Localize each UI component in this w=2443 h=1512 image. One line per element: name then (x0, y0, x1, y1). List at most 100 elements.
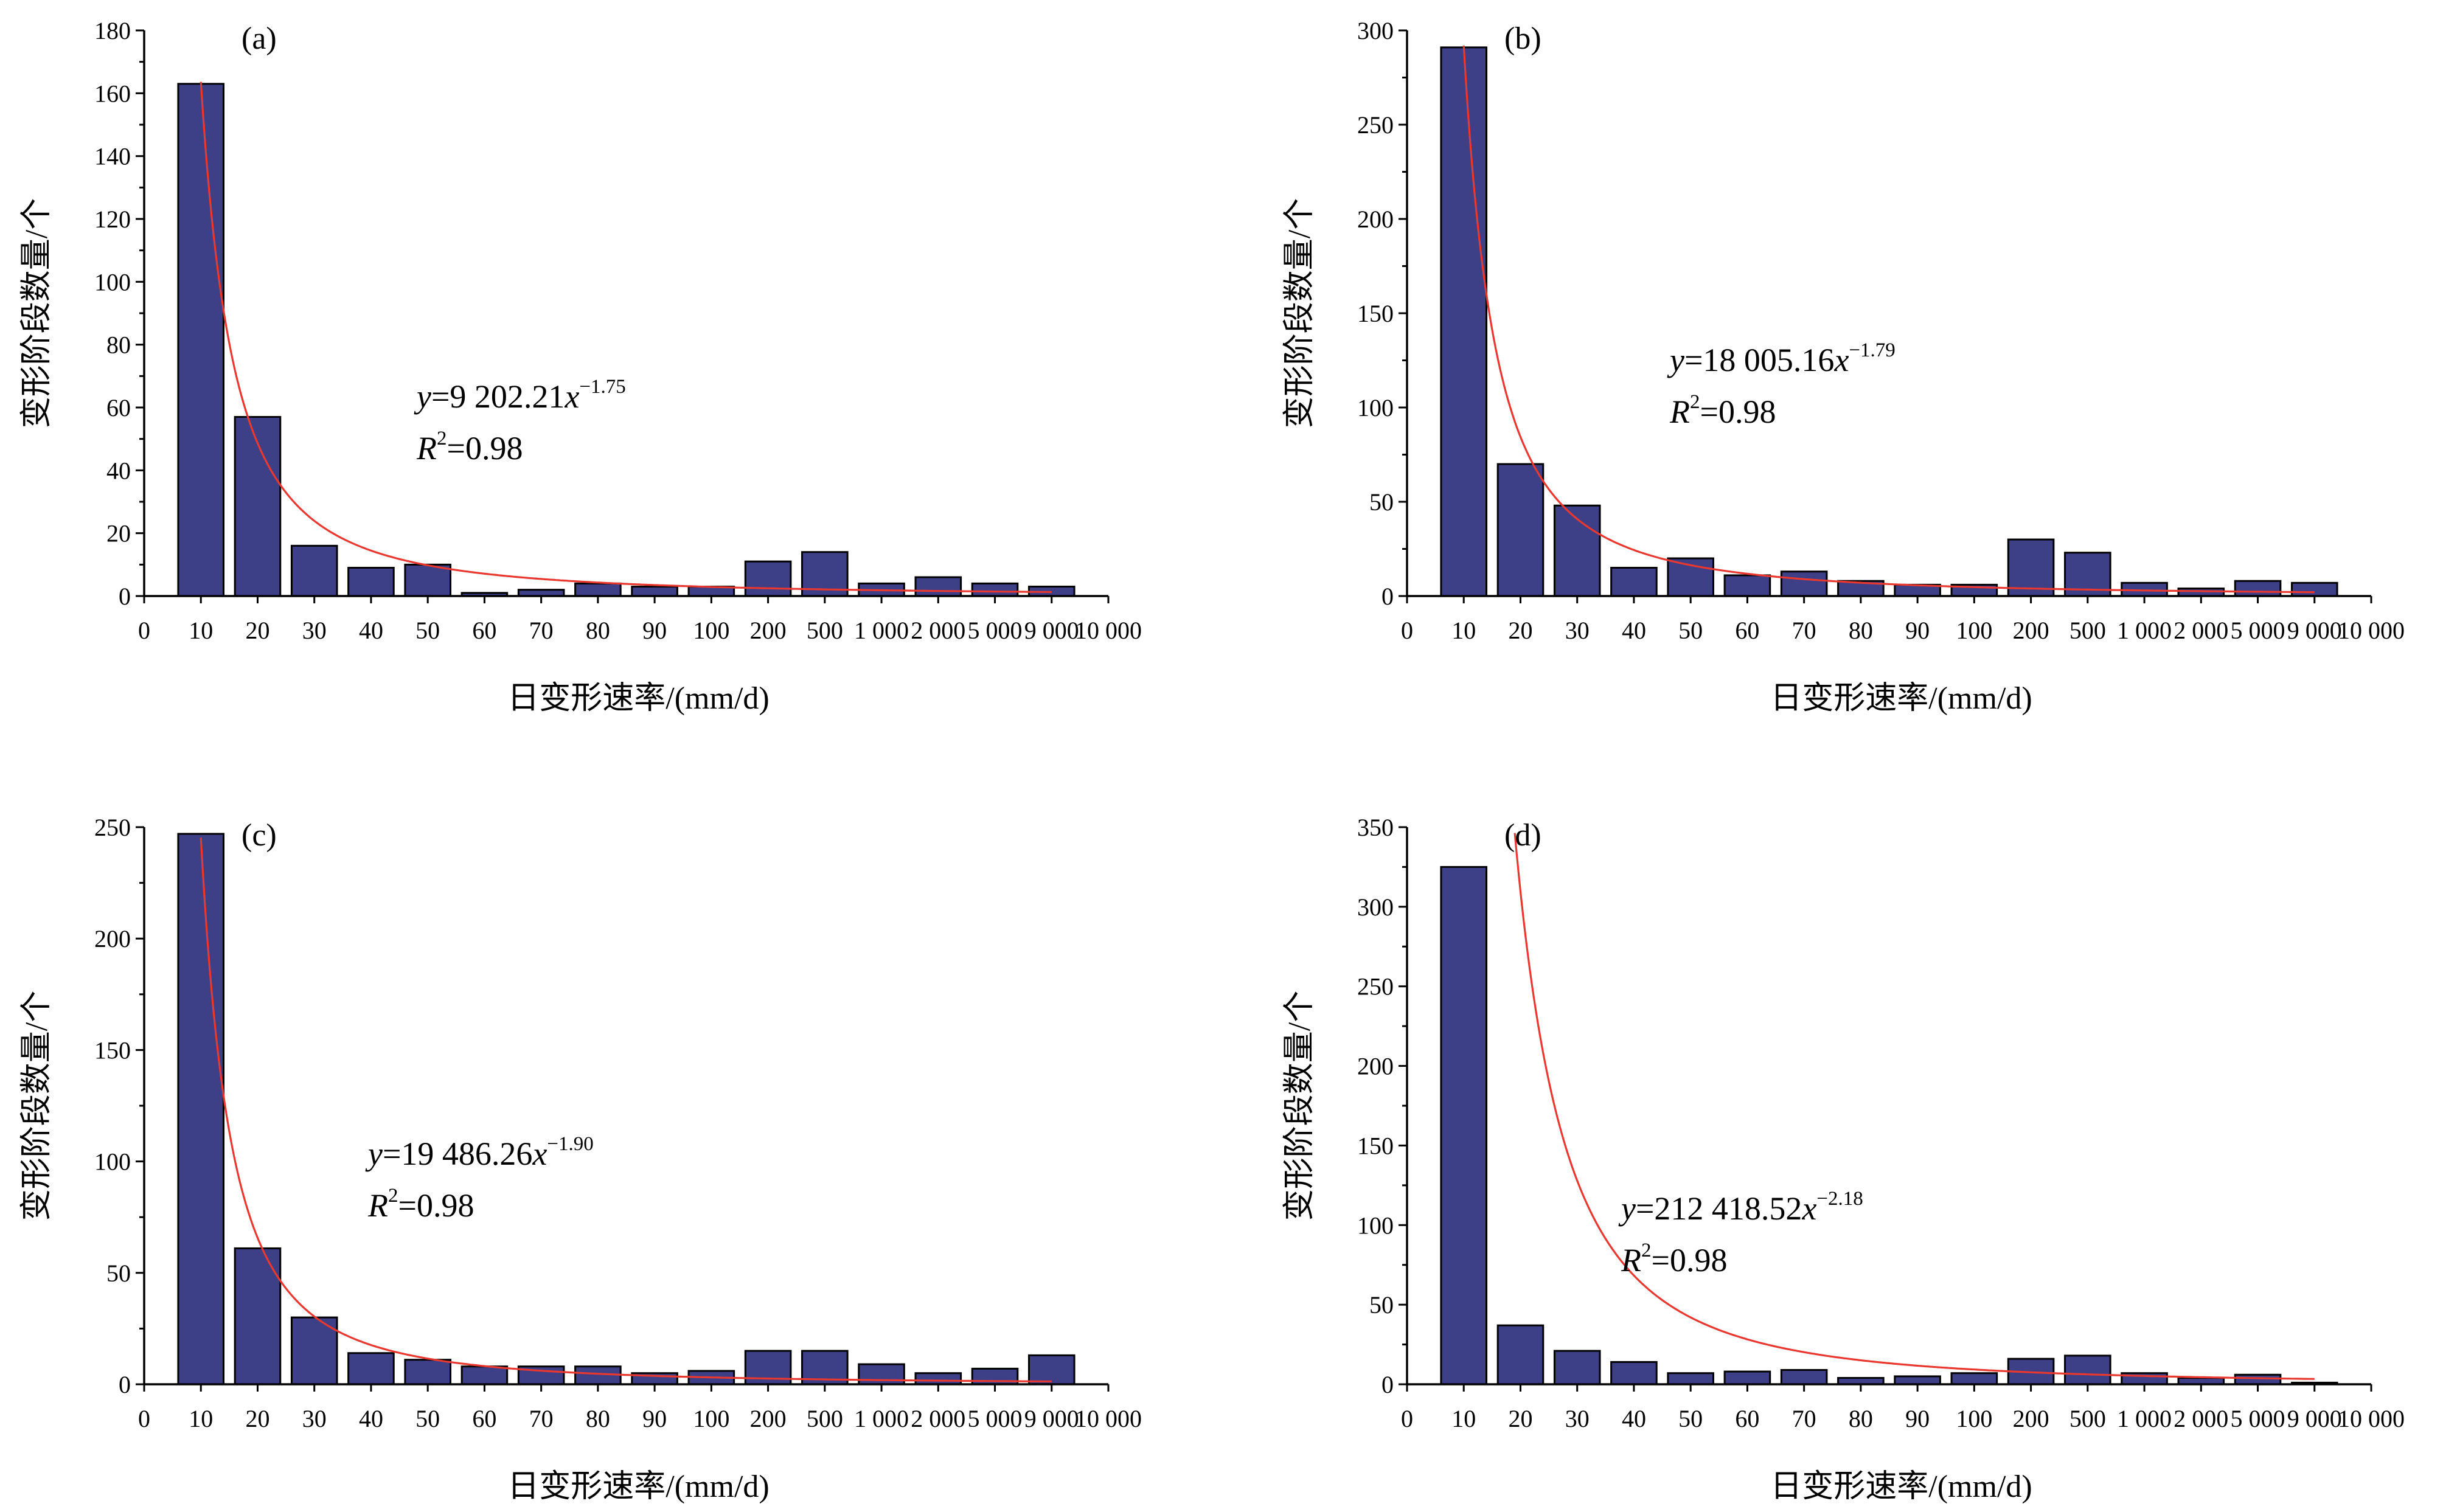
x-tick-label: 80 (586, 617, 610, 644)
y-tick-label: 0 (1381, 583, 1394, 610)
x-tick-label: 500 (807, 1405, 843, 1432)
y-axis-title: 变形阶段数量/个 (1282, 991, 1317, 1221)
chart-panel-1: 0 10 20 30 40 50 60 70 80 90 100 200 500 1 000 2 000 5 … (19, 17, 1142, 716)
x-tick-label: 30 (302, 617, 327, 644)
bar-90 (631, 586, 678, 597)
y-tick-label: 250 (94, 814, 131, 841)
r-squared: R2=0.98 (1621, 1240, 1727, 1278)
y-tick-label: 150 (1357, 1132, 1394, 1159)
x-tick-label: 0 (138, 617, 150, 644)
bar-60 (1723, 574, 1771, 597)
panel-label: (c) (242, 818, 277, 853)
x-axis-title: 日变形速率/(mm/d) (507, 1469, 769, 1504)
bar-50 (1667, 557, 1714, 597)
x-tick-label: 0 (138, 1405, 150, 1432)
x-tick-label: 90 (642, 617, 667, 644)
x-tick-label: 9 000 (2287, 617, 2342, 644)
x-tick-label: 5 000 (968, 1405, 1023, 1432)
y-tick-label: 300 (1357, 893, 1394, 921)
x-tick-label: 0 (1401, 617, 1413, 644)
y-tick-label: 200 (94, 925, 131, 952)
bar-5000 (2234, 1373, 2282, 1385)
x-tick-label: 1 000 (854, 1405, 909, 1432)
bar-90 (1894, 1375, 1941, 1385)
r-squared: R2=0.98 (1669, 391, 1776, 430)
y-tick-label: 100 (94, 268, 131, 296)
bar-5000 (971, 582, 1019, 597)
fit-equation: y=19 486.26x−1.90 (365, 1133, 594, 1172)
bar-70 (1780, 570, 1828, 597)
x-tick-label: 200 (2013, 1405, 2049, 1432)
x-tick-label: 1 000 (854, 617, 909, 644)
x-tick-label: 70 (1792, 617, 1816, 644)
y-tick-label: 150 (94, 1036, 131, 1064)
bar-2000 (914, 576, 962, 597)
y-tick-label: 200 (1357, 206, 1394, 233)
x-tick-label: 100 (693, 617, 729, 644)
bar-200 (744, 560, 792, 597)
y-tick-label: 50 (1369, 1291, 1394, 1319)
bar-200 (2007, 538, 2055, 597)
x-tick-label: 60 (1735, 617, 1759, 644)
bar-30 (290, 544, 338, 597)
bar-20 (1496, 463, 1545, 597)
y-axis-title: 变形阶段数量/个 (19, 991, 54, 1221)
x-tick-label: 2 000 (911, 1405, 965, 1432)
y-tick-label: 160 (94, 80, 131, 107)
x-tick-label: 60 (472, 1405, 496, 1432)
bar-9000 (2290, 581, 2338, 597)
y-tick-label: 0 (1381, 1371, 1394, 1398)
x-tick-label: 30 (1565, 617, 1590, 644)
x-tick-label: 5 000 (968, 617, 1023, 644)
bar-20 (234, 1247, 282, 1385)
y-tick-label: 0 (119, 583, 131, 610)
bar-10 (1440, 865, 1488, 1385)
x-tick-label: 80 (1849, 617, 1873, 644)
bar-40 (347, 567, 395, 597)
x-tick-label: 70 (1792, 1405, 1816, 1432)
y-tick-label: 150 (1357, 300, 1394, 327)
x-tick-label: 0 (1401, 1405, 1413, 1432)
x-tick-label: 70 (529, 617, 554, 644)
fit-equation: y=18 005.16x−1.79 (1667, 339, 1896, 378)
x-tick-label: 200 (2013, 617, 2049, 644)
x-tick-label: 10 (189, 1405, 213, 1432)
y-tick-label: 100 (1357, 1212, 1394, 1239)
x-tick-label: 50 (415, 1405, 440, 1432)
bar-2000 (914, 1372, 962, 1385)
panel-label: (d) (1504, 818, 1541, 853)
y-tick-label: 180 (94, 17, 131, 44)
y-tick-label: 200 (1357, 1053, 1394, 1080)
panel-label: (a) (242, 21, 277, 56)
bar-50 (1667, 1372, 1714, 1385)
bar-70 (1780, 1368, 1828, 1385)
y-tick-label: 50 (106, 1260, 131, 1287)
bar-40 (1610, 1361, 1658, 1385)
bar-20 (234, 416, 282, 597)
x-tick-label: 10 000 (1075, 1405, 1142, 1432)
x-tick-label: 500 (2069, 617, 2106, 644)
bar-60 (460, 1365, 509, 1385)
x-tick-label: 200 (750, 617, 787, 644)
x-tick-label: 100 (1956, 617, 1992, 644)
y-tick-label: 250 (1357, 111, 1394, 139)
x-tick-label: 10 000 (2338, 617, 2405, 644)
y-tick-label: 300 (1357, 17, 1394, 44)
y-axis-title: 变形阶段数量/个 (1282, 198, 1317, 428)
chart-panel-2: 0 10 20 30 40 50 60 70 80 90 100 200 500 1 000 2 000 5 … (1282, 17, 2405, 716)
bar-40 (347, 1352, 395, 1385)
x-tick-label: 40 (359, 1405, 383, 1432)
bar-10 (177, 83, 225, 597)
y-tick-label: 0 (119, 1371, 131, 1398)
bar-10 (1440, 46, 1488, 597)
y-tick-label: 20 (106, 520, 131, 547)
x-tick-label: 100 (693, 1405, 729, 1432)
x-tick-label: 50 (1678, 1405, 1703, 1432)
bar-9000 (1027, 1354, 1076, 1385)
x-tick-label: 10 (1451, 617, 1476, 644)
x-tick-label: 2 000 (2174, 1405, 2228, 1432)
bar-40 (1610, 567, 1658, 597)
bar-60 (1723, 1370, 1771, 1385)
bar-500 (2064, 1354, 2111, 1385)
fit-curve (1513, 833, 2315, 1380)
